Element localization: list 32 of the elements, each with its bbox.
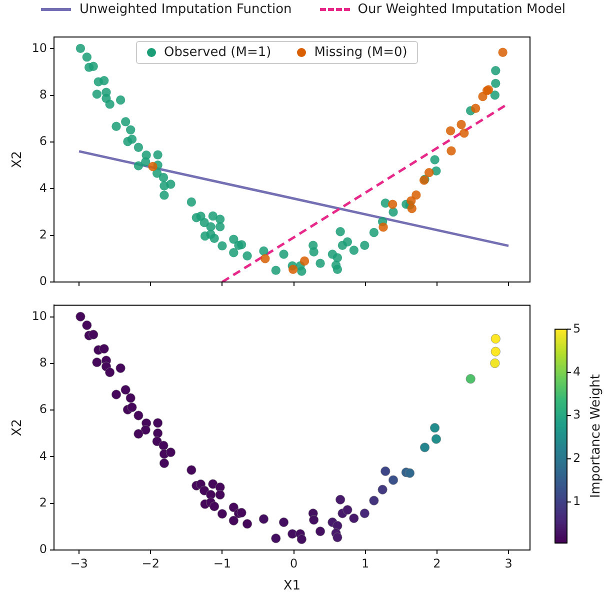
y-axis-title: X2 [10,419,26,436]
y-tick-label: 0 [39,542,47,556]
color-bar-label: 2 [573,450,581,465]
y-tick-label: 4 [39,180,47,195]
legend-label: Unweighted Imputation Function [79,2,292,17]
x-tick-label: −2 [142,556,160,570]
y-tick-label: 2 [39,495,47,510]
legend-label: Our Weighted Imputation Model [358,2,566,17]
color-bar-label: 5 [573,321,581,336]
y-tick-label: 10 [32,308,47,323]
y-tick-label: 2 [39,227,47,242]
color-bar-label: 3 [573,408,581,422]
y-tick-label: 6 [39,402,47,416]
x-axis-title: X1 [283,578,301,594]
y-tick-label: 10 [32,40,47,55]
x-tick-label: 1 [362,556,370,570]
legend-label: Observed (M=1) [164,45,272,60]
y-axis-title: X2 [10,150,26,168]
y-tick-label: 4 [39,448,47,463]
y-tick-label: 6 [39,134,47,148]
color-bar-label: 1 [573,494,581,508]
color-bar-label: 4 [573,364,581,379]
x-tick-label: 2 [433,556,441,570]
x-tick-label: 0 [290,556,298,570]
color-bar-title: Importance Weight [588,374,604,498]
legend-label: Missing (M=0) [314,45,408,60]
x-tick-label: −1 [213,556,232,570]
x-tick-label: 3 [504,556,512,570]
y-tick-label: 0 [39,274,47,288]
y-tick-label: 8 [39,356,47,370]
y-tick-label: 8 [39,87,47,102]
x-tick-label: −3 [70,556,88,570]
